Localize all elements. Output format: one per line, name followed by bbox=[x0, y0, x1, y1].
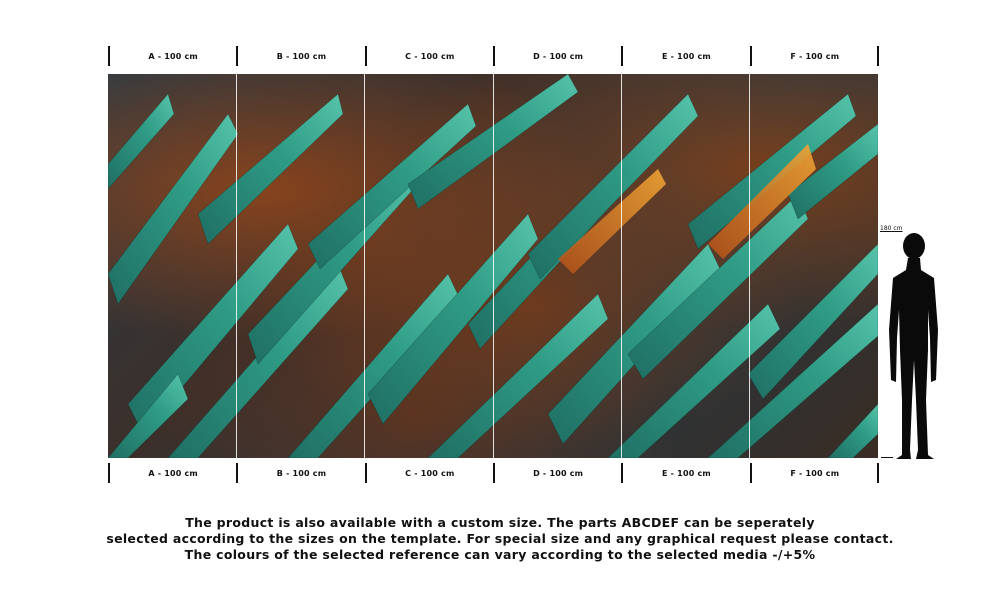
teal-shard-pattern bbox=[108, 74, 878, 458]
panel-b-text: B - 100 cm bbox=[276, 468, 327, 478]
panel-c-text: C - 100 cm bbox=[405, 468, 455, 478]
description-line-1: The product is also available with a cus… bbox=[185, 515, 815, 530]
description-line-2: selected according to the sizes on the t… bbox=[106, 531, 894, 546]
ruler-end-tick bbox=[877, 463, 879, 483]
panel-e-label-bottom: E - 100 cm bbox=[621, 463, 749, 483]
panel-a-label-top: A - 100 cm bbox=[108, 46, 236, 66]
panel-b-label-top: B - 100 cm bbox=[236, 46, 364, 66]
panel-a-text: A - 100 cm bbox=[148, 468, 198, 478]
panel-d-label-bottom: D - 100 cm bbox=[493, 463, 621, 483]
panel-a-text: A - 100 cm bbox=[148, 51, 198, 61]
ruler-end-tick bbox=[877, 46, 879, 66]
panel-divider bbox=[236, 74, 237, 458]
description-line-3: The colours of the selected reference ca… bbox=[184, 547, 816, 562]
panel-d-label-top: D - 100 cm bbox=[493, 46, 621, 66]
panel-divider bbox=[749, 74, 750, 458]
top-size-ruler: A - 100 cm B - 100 cm C - 100 cm D - 100… bbox=[108, 46, 879, 66]
panel-b-label-bottom: B - 100 cm bbox=[236, 463, 364, 483]
panel-c-label-bottom: C - 100 cm bbox=[364, 463, 493, 483]
panel-c-text: C - 100 cm bbox=[405, 51, 455, 61]
panel-b-text: B - 100 cm bbox=[276, 51, 327, 61]
panel-divider bbox=[621, 74, 622, 458]
panel-e-text: E - 100 cm bbox=[662, 51, 711, 61]
wallpaper-mural-preview bbox=[108, 74, 878, 458]
panel-divider bbox=[364, 74, 365, 458]
panel-f-label-bottom: F - 100 cm bbox=[749, 463, 878, 483]
panel-d-text: D - 100 cm bbox=[533, 468, 584, 478]
panel-e-text: E - 100 cm bbox=[662, 468, 711, 478]
panel-divider bbox=[493, 74, 494, 458]
human-silhouette-icon bbox=[889, 233, 938, 459]
panel-a-label-bottom: A - 100 cm bbox=[108, 463, 236, 483]
product-description: The product is also available with a cus… bbox=[0, 515, 1000, 563]
height-reference-label: 180 cm bbox=[880, 225, 903, 232]
panel-f-text: F - 100 cm bbox=[790, 51, 840, 61]
panel-f-label-top: F - 100 cm bbox=[749, 46, 878, 66]
panel-d-text: D - 100 cm bbox=[533, 51, 584, 61]
panel-f-text: F - 100 cm bbox=[790, 468, 840, 478]
panel-e-label-top: E - 100 cm bbox=[621, 46, 749, 66]
bottom-size-ruler: A - 100 cm B - 100 cm C - 100 cm D - 100… bbox=[108, 463, 879, 483]
ground-line bbox=[881, 457, 893, 458]
panel-c-label-top: C - 100 cm bbox=[364, 46, 493, 66]
